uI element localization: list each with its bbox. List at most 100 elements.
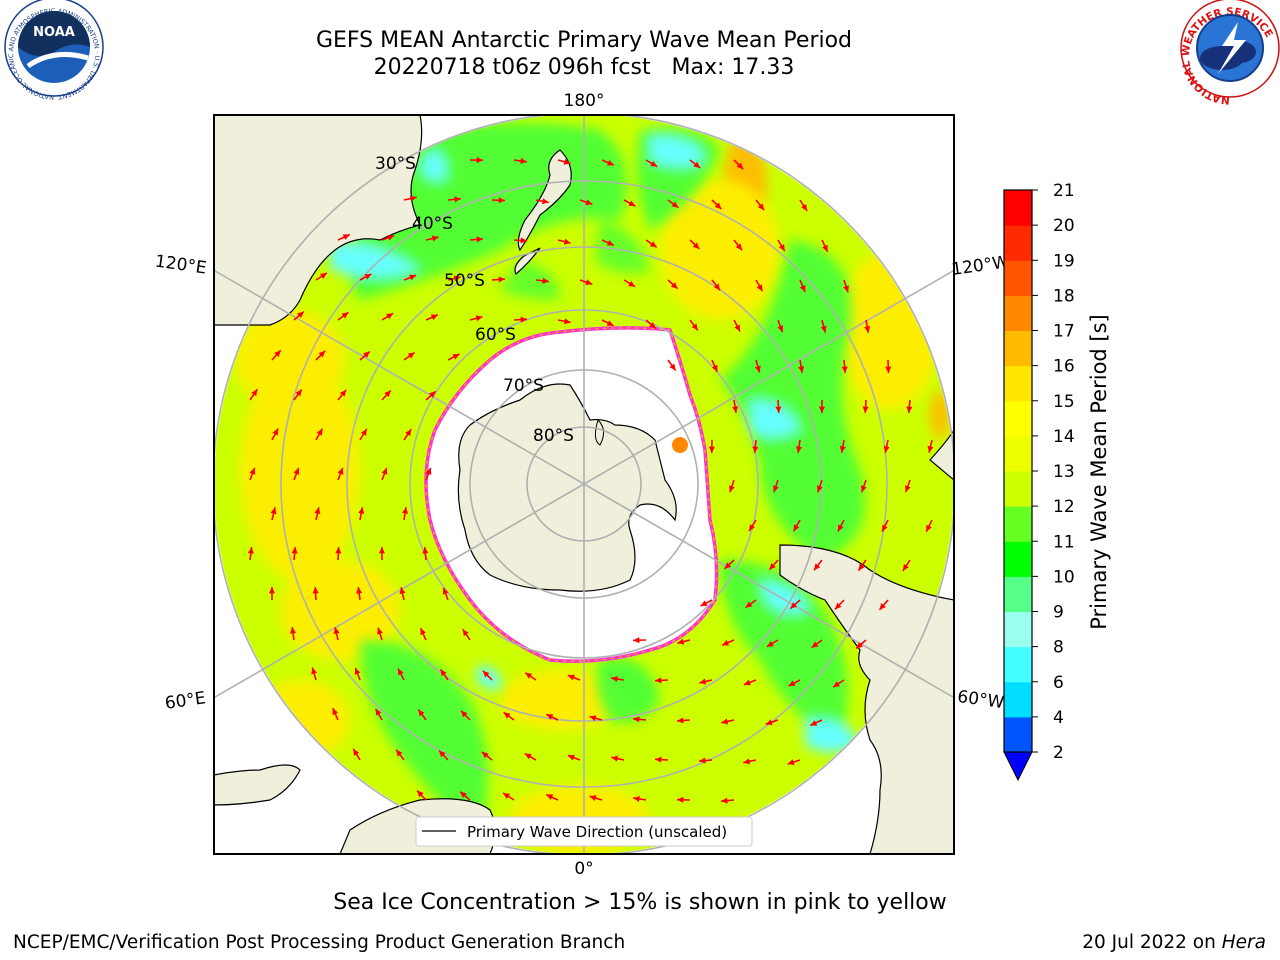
colorbar-tick-label: 11 xyxy=(1053,532,1075,552)
wave-arrow xyxy=(439,668,449,681)
wave-arrow xyxy=(491,276,506,283)
wave-arrow xyxy=(337,311,349,321)
wave-arrow xyxy=(491,197,506,204)
wave-arrow xyxy=(337,389,347,401)
colorbar-segment xyxy=(1004,506,1032,542)
credit-text: NCEP/EMC/Verification Post Processing Pr… xyxy=(13,932,626,953)
wave-arrow xyxy=(377,627,383,641)
wave-arrow xyxy=(699,678,713,685)
wave-arrow xyxy=(752,439,759,454)
wave-arrow xyxy=(792,519,801,532)
latitude-labels: 30°S 40°S 50°S 60°S 70°S 80°S xyxy=(375,154,574,446)
wave-arrow xyxy=(723,559,735,570)
wave-arrow xyxy=(795,439,803,453)
colorbar-segment xyxy=(1004,541,1032,577)
date-text: 20 Jul 2022 on xyxy=(1082,932,1216,953)
wave-arrow xyxy=(378,546,385,561)
wave-arrow xyxy=(839,439,846,453)
wave-arrow xyxy=(777,239,786,252)
wave-arrow xyxy=(290,627,297,641)
wave-arrow xyxy=(332,707,339,721)
wave-arrow xyxy=(442,587,449,601)
wave-arrow xyxy=(502,792,515,801)
wave-arrow xyxy=(843,279,849,293)
wave-arrow xyxy=(904,479,911,493)
wave-arrow xyxy=(772,479,779,493)
wave-arrow xyxy=(623,199,636,207)
wave-arrow xyxy=(645,159,658,168)
wave-arrow xyxy=(601,159,615,166)
wave-arrow xyxy=(249,388,258,401)
wave-arrow xyxy=(689,319,699,331)
wave-arrow xyxy=(359,350,371,361)
wave-arrow xyxy=(820,319,827,333)
colorbar-tick-label: 15 xyxy=(1053,392,1075,412)
wave-arrow xyxy=(311,667,318,681)
wave-arrow xyxy=(765,719,779,726)
wave-arrow xyxy=(381,234,395,241)
wave-arrow xyxy=(462,628,471,641)
meridian-line xyxy=(583,483,954,699)
colorbar-tick-label: 19 xyxy=(1053,251,1075,271)
lon-label-120w: 120°W xyxy=(950,252,1010,280)
wave-arrow xyxy=(354,667,361,681)
legend: Primary Wave Direction (unscaled) xyxy=(415,816,753,847)
wave-arrow xyxy=(397,668,405,681)
wave-arrow xyxy=(837,519,845,532)
colorbar-tick-label: 6 xyxy=(1053,673,1064,693)
wave-arrow xyxy=(857,559,867,572)
noaa-logo: NATIONAL OCEANIC AND ATMOSPHERIC ADMINIS… xyxy=(0,0,104,101)
wave-arrow xyxy=(816,479,823,493)
wave-arrow xyxy=(567,674,581,681)
wave-arrow xyxy=(315,272,328,281)
colorbar-extend-arrow xyxy=(1003,751,1033,782)
colorbar-segment xyxy=(1004,365,1032,402)
wave-arrow xyxy=(335,546,342,561)
wave-arrow xyxy=(733,239,743,251)
wave-arrow xyxy=(403,274,417,281)
wave-arrow xyxy=(545,713,559,721)
wave-arrow xyxy=(799,199,808,212)
wave-arrow xyxy=(481,751,493,761)
wave-arrow xyxy=(721,639,735,646)
colorbar-tick-label: 9 xyxy=(1053,603,1064,623)
wave-arrow xyxy=(728,479,735,493)
wave-arrow xyxy=(766,639,779,648)
wave-arrow xyxy=(732,399,739,413)
wave-arrow xyxy=(676,796,691,803)
wave-arrow xyxy=(633,795,647,802)
wave-arrow xyxy=(469,236,484,243)
wave-arrow xyxy=(832,679,845,688)
wave-arrow xyxy=(524,672,537,681)
lat-label-30s: 30°S xyxy=(375,154,416,174)
wave-arrow xyxy=(777,319,784,333)
wave-arrow xyxy=(768,559,779,571)
wave-arrow xyxy=(743,679,757,686)
wave-arrow xyxy=(589,795,603,801)
wave-arrow xyxy=(809,719,823,727)
wave-arrow xyxy=(482,670,493,681)
wave-arrow xyxy=(720,797,735,804)
wave-arrow xyxy=(447,353,460,361)
machine-name: Hera xyxy=(1221,932,1266,953)
colorbar-tick-label: 10 xyxy=(1053,567,1075,587)
colorbar-segment xyxy=(1004,471,1032,507)
colorbar-tick-label: 18 xyxy=(1053,286,1075,306)
lon-label-60w: 60°W xyxy=(956,687,1005,713)
colorbar-segment xyxy=(1004,225,1032,261)
wave-arrow xyxy=(293,310,305,321)
wave-arrow xyxy=(425,467,432,481)
wave-arrow xyxy=(438,750,449,761)
wave-arrow xyxy=(654,677,669,684)
wave-arrow xyxy=(356,587,363,601)
wave-arrow xyxy=(513,316,528,323)
colorbar-segment xyxy=(1004,260,1032,296)
wave-arrow xyxy=(381,467,388,481)
wave-arrow xyxy=(513,237,528,244)
wave-arrow xyxy=(775,399,782,414)
wave-arrow xyxy=(864,319,871,333)
lat-label-80s: 80°S xyxy=(533,426,574,446)
map-frame xyxy=(213,114,955,855)
lon-label-120e: 120°E xyxy=(154,252,208,279)
colorbar-tick-label: 8 xyxy=(1053,638,1064,658)
